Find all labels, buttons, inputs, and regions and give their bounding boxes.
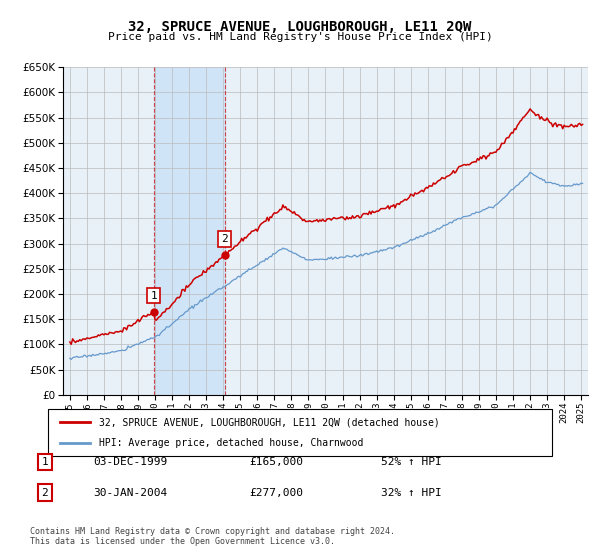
Text: 30-JAN-2004: 30-JAN-2004 — [93, 488, 167, 498]
Text: 32% ↑ HPI: 32% ↑ HPI — [381, 488, 442, 498]
Text: 32, SPRUCE AVENUE, LOUGHBOROUGH, LE11 2QW (detached house): 32, SPRUCE AVENUE, LOUGHBOROUGH, LE11 2Q… — [99, 417, 440, 427]
Text: 03-DEC-1999: 03-DEC-1999 — [93, 457, 167, 467]
Bar — [154, 67, 224, 395]
Text: 52% ↑ HPI: 52% ↑ HPI — [381, 457, 442, 467]
Text: Contains HM Land Registry data © Crown copyright and database right 2024.
This d: Contains HM Land Registry data © Crown c… — [30, 526, 395, 546]
Text: £277,000: £277,000 — [249, 488, 303, 498]
Text: 2: 2 — [41, 488, 49, 498]
Text: 1: 1 — [41, 457, 49, 467]
Text: HPI: Average price, detached house, Charnwood: HPI: Average price, detached house, Char… — [99, 438, 364, 448]
Text: 2: 2 — [221, 234, 228, 244]
Text: £165,000: £165,000 — [249, 457, 303, 467]
Text: 1: 1 — [150, 291, 157, 301]
Text: Price paid vs. HM Land Registry's House Price Index (HPI): Price paid vs. HM Land Registry's House … — [107, 32, 493, 43]
Text: 32, SPRUCE AVENUE, LOUGHBOROUGH, LE11 2QW: 32, SPRUCE AVENUE, LOUGHBOROUGH, LE11 2Q… — [128, 20, 472, 34]
